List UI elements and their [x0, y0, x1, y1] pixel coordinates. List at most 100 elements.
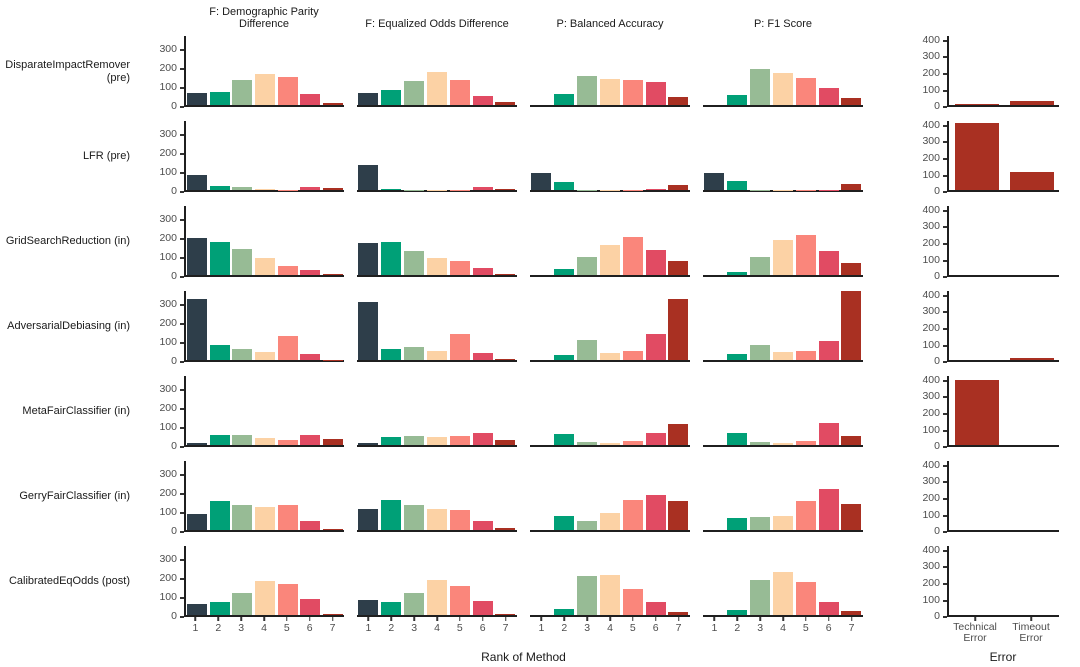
y-tick-label: 400: [922, 120, 940, 131]
y-tick-label: 100: [922, 595, 940, 606]
bar-rank-2: [727, 95, 747, 106]
bar-rank-2: [381, 500, 401, 530]
bar-rank-6: [473, 268, 493, 275]
x-tick-mark: [655, 617, 657, 621]
bar-rank-1: [358, 302, 378, 360]
bar-rank-5: [278, 266, 298, 276]
x-tick-mark: [368, 617, 370, 621]
bar-rank-1: [358, 243, 378, 275]
bar-rank-3: [750, 345, 770, 360]
error-axis-title: Error: [947, 650, 1059, 664]
x-tick-label: 6: [480, 622, 486, 634]
y-tick-label: 0: [934, 526, 940, 537]
bar-rank-1: [358, 600, 378, 615]
bar-rank-4: [255, 438, 275, 445]
bar-rank-2: [381, 189, 401, 190]
facet-panel: [184, 546, 344, 617]
bar-rank-6: [473, 433, 493, 445]
x-tick-label: 5: [457, 622, 463, 634]
facet-panel: [530, 291, 690, 362]
bar-rank-7: [495, 440, 515, 445]
y-tick-label: 300: [922, 136, 940, 147]
y-tick-label: 100: [922, 425, 940, 436]
error-bar-group: [949, 36, 1059, 105]
bar-rank-3: [232, 80, 252, 105]
bar-group: [703, 36, 863, 105]
y-tick-label: 0: [934, 186, 940, 197]
bar-rank-5: [623, 351, 643, 360]
x-tick-label: 1: [366, 622, 372, 634]
error-bar-group: [949, 121, 1059, 190]
x-tick-label: 4: [780, 622, 786, 634]
bar-rank-3: [232, 505, 252, 530]
x-tick-label: 7: [503, 622, 509, 634]
bar-rank-5: [623, 589, 643, 615]
x-tick-label: 1: [539, 622, 545, 634]
facet-panel: [184, 121, 344, 192]
x-tick-label: 3: [584, 622, 590, 634]
bar-rank-2: [554, 269, 574, 275]
bar-rank-4: [255, 189, 275, 190]
bar-rank-5: [796, 441, 816, 445]
bar-group: [530, 291, 690, 360]
bar-group: [186, 291, 344, 360]
y-tick-label: 300: [922, 221, 940, 232]
bar-rank-5: [796, 501, 816, 530]
bar-rank-4: [427, 72, 447, 105]
y-tick-label: 300: [922, 561, 940, 572]
x-tick-mark: [805, 617, 807, 621]
bar-rank-3: [232, 435, 252, 446]
y-tick-label: 200: [922, 578, 940, 589]
bar-rank-2: [381, 242, 401, 275]
bar-rank-4: [255, 581, 275, 615]
bar-rank-5: [450, 334, 470, 360]
bar-rank-3: [750, 517, 770, 530]
bar-rank-2: [210, 92, 230, 105]
bar-rank-7: [841, 98, 861, 105]
bar-rank-2: [727, 354, 747, 360]
bar-rank-6: [819, 88, 839, 105]
y-tick-label: 100: [159, 337, 177, 348]
x-tick-mark: [240, 617, 242, 621]
y-tick-label: 400: [922, 545, 940, 556]
facet-row-label: AdversarialDebiasing (in): [0, 291, 140, 362]
bar-rank-7: [495, 102, 515, 105]
bar-rank-3: [404, 436, 424, 445]
bar-rank-1: [187, 93, 207, 105]
bar-technical-error: [955, 104, 999, 105]
bar-rank-7: [841, 184, 861, 190]
x-tick-mark: [459, 617, 461, 621]
bar-rank-3: [232, 349, 252, 360]
bar-group: [357, 291, 517, 360]
bar-rank-1: [187, 514, 207, 530]
x-tick-mark: [828, 617, 830, 621]
facet-panel: [184, 376, 344, 447]
facet-panel: [703, 291, 863, 362]
y-tick-label: 400: [922, 205, 940, 216]
x-tick-label: 2: [215, 622, 221, 634]
bar-rank-6: [300, 270, 320, 275]
x-tick-mark: [332, 617, 334, 621]
bar-rank-4: [600, 353, 620, 360]
bar-rank-3: [577, 521, 597, 530]
bar-rank-2: [727, 433, 747, 445]
bar-rank-5: [796, 78, 816, 105]
x-tick-mark: [586, 617, 588, 621]
error-bar-group: [949, 291, 1059, 360]
bar-rank-3: [232, 249, 252, 275]
facet-panel: [703, 206, 863, 277]
bar-group: [530, 376, 690, 445]
facet-row-label: LFR (pre): [0, 121, 140, 192]
facet-panel: [184, 36, 344, 107]
facet-panel: [184, 461, 344, 532]
bar-rank-5: [623, 237, 643, 275]
